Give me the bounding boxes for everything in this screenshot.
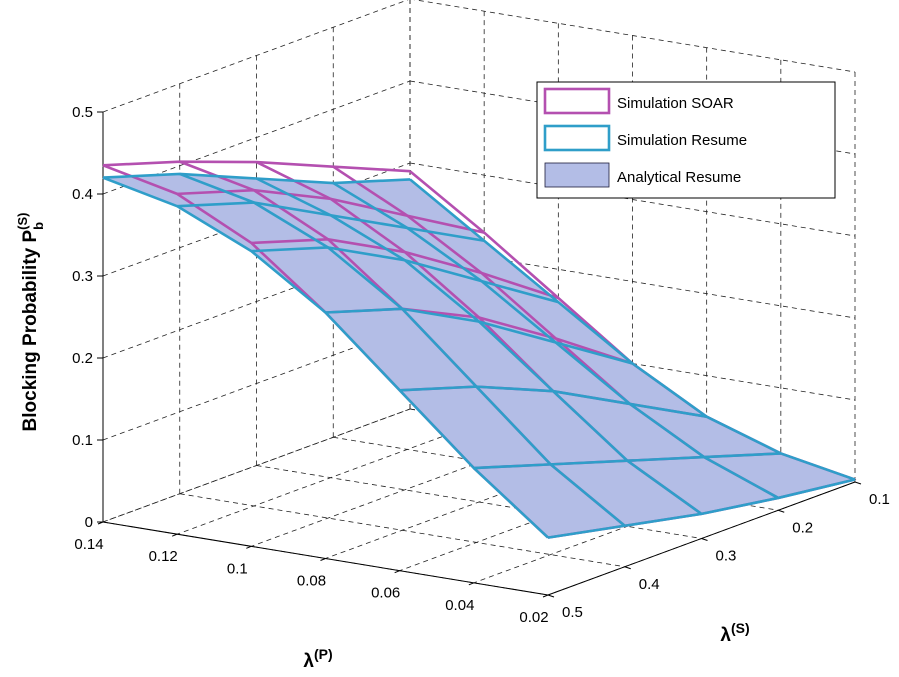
- z-tick-label: 0.1: [72, 432, 93, 449]
- legend-label: Simulation Resume: [617, 132, 747, 149]
- x-tick-label: 0.02: [519, 609, 548, 626]
- mesh-line: [177, 201, 485, 243]
- x-tick: [320, 558, 326, 561]
- z-axis-label-main: Blocking Probability P: [20, 230, 41, 432]
- x-axis-label-main: λ: [303, 651, 314, 672]
- x-tick: [97, 521, 104, 525]
- z-tick-label: 0: [85, 514, 93, 531]
- x-tick: [468, 582, 475, 586]
- z-tick-label: 0.3: [72, 268, 93, 285]
- y-tick-label: 0.1: [869, 491, 890, 508]
- y-tick: [701, 538, 708, 541]
- x-axis-label: λ(P): [303, 646, 332, 672]
- legend-swatch: [543, 124, 611, 152]
- y-tick: [624, 566, 631, 570]
- mesh-line: [325, 307, 633, 365]
- y-axis-label: λ(S): [720, 620, 749, 646]
- x-tick: [542, 594, 549, 598]
- x-tick-label: 0.12: [149, 548, 178, 565]
- y-axis-label-main: λ: [720, 625, 731, 646]
- y-tick-label: 0.2: [792, 519, 813, 536]
- x-tick-label: 0.08: [297, 573, 326, 590]
- mesh-line: [473, 452, 781, 470]
- grid-line: [177, 420, 485, 535]
- x-tick-label: 0.1: [227, 560, 248, 577]
- z-axis-label: Blocking Probability Pb(S): [15, 213, 46, 432]
- legend-label: Analytical Resume: [617, 169, 741, 186]
- y-tick: [778, 509, 785, 513]
- z-tick-label: 0.5: [72, 104, 93, 121]
- x-tick-label: 0.06: [371, 585, 400, 602]
- x-tick-label: 0.04: [445, 597, 474, 614]
- mesh-line: [102, 160, 411, 173]
- z-axis-label-sub: b: [31, 222, 46, 230]
- mesh-line: [399, 385, 707, 418]
- legend-swatch: [544, 162, 610, 188]
- y-tick-label: 0.4: [639, 576, 660, 593]
- z-tick-label: 0.4: [72, 186, 93, 203]
- legend: Simulation SOAR Simulation Resume Analytic…: [536, 81, 836, 199]
- labels: 0 0.1 0.2 0.3 0.4 0.5 0.02 0.04 0.06 0.08 0.1 0.12 0…: [15, 104, 890, 672]
- x-tick: [171, 533, 178, 537]
- surface: [102, 160, 857, 539]
- mesh-line: [547, 478, 856, 539]
- x-tick: [246, 545, 252, 549]
- y-tick: [854, 481, 862, 485]
- z-axis-label-sup: (S): [15, 213, 30, 230]
- x-tick: [394, 570, 400, 574]
- y-tick-label: 0.3: [716, 548, 737, 565]
- y-tick-label: 0.5: [562, 604, 583, 621]
- mesh-line: [251, 237, 559, 300]
- x-axis-label-sup: (P): [314, 646, 333, 662]
- legend-label: Simulation SOAR: [617, 95, 734, 112]
- z-tick-label: 0.2: [72, 350, 93, 367]
- x-tick-label: 0.14: [74, 536, 103, 553]
- mesh-line: [251, 246, 559, 304]
- y-tick: [547, 594, 555, 598]
- legend-swatch: [543, 87, 611, 115]
- mesh-line: [102, 172, 411, 185]
- y-axis-label-sup: (S): [731, 620, 750, 636]
- grid-line: [102, 408, 411, 523]
